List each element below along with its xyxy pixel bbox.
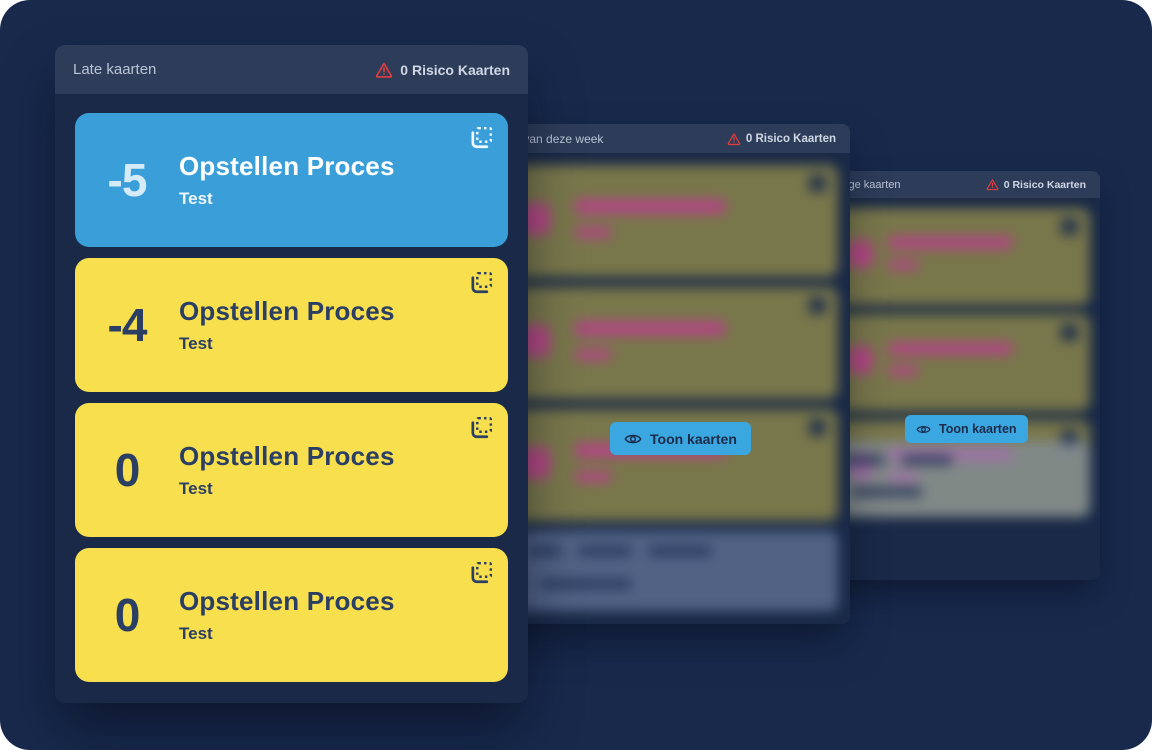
blurred-footer (476, 531, 838, 611)
dashed-selection-icon (1061, 218, 1078, 235)
dashed-selection-icon[interactable] (467, 559, 495, 587)
show-cards-button[interactable]: Toon kaarten (610, 422, 751, 455)
panel-late-cards: Late kaarten 0 Risico Kaarten (55, 45, 528, 703)
dashed-selection-icon (809, 175, 826, 192)
card-number: 0 (114, 444, 141, 496)
card-subtitle: Test (179, 189, 213, 208)
risk-count-label: 0 Risico Kaarten (745, 132, 836, 145)
eye-icon (624, 430, 642, 448)
card-text: Opstellen Proces Test (179, 441, 395, 499)
dashed-selection-icon[interactable] (467, 124, 495, 152)
risk-count-label: 0 Risico Kaarten (1003, 178, 1086, 191)
card-number: -4 (107, 299, 148, 351)
card-title: Opstellen Proces (179, 441, 395, 471)
panel-body: Toon kaarten (464, 153, 850, 624)
card-subtitle: Test (179, 334, 213, 353)
show-cards-label: Toon kaarten (939, 422, 1017, 436)
blurred-card (476, 165, 838, 277)
card-subtitle: Test (179, 624, 213, 643)
risk-count-label: 0 Risico Kaarten (400, 61, 510, 78)
card-title: Opstellen Proces (179, 151, 395, 181)
blurred-content (464, 153, 850, 623)
kanban-card[interactable]: 0 Opstellen Proces Test (75, 403, 508, 537)
kanban-card[interactable]: -5 Opstellen Proces Test (75, 113, 508, 247)
risk-badge: 0 Risico Kaarten (986, 178, 1086, 191)
dashed-selection-icon (1061, 324, 1078, 341)
card-title: Opstellen Proces (179, 586, 395, 616)
risk-badge: 0 Risico Kaarten (727, 132, 836, 146)
warning-triangle-icon (375, 61, 393, 79)
panel-title: Late kaarten (73, 61, 157, 78)
eye-icon (916, 422, 931, 437)
show-cards-button[interactable]: Toon kaarten (905, 415, 1028, 443)
panel-header: Late kaarten 0 Risico Kaarten (55, 45, 528, 94)
card-number: 0 (114, 589, 141, 641)
warning-triangle-icon (986, 178, 999, 191)
risk-badge: 0 Risico Kaarten (375, 61, 510, 79)
card-text: Opstellen Proces Test (179, 586, 395, 644)
card-subtitle: Test (179, 479, 213, 498)
dashed-selection-icon[interactable] (467, 414, 495, 442)
blurred-card (476, 287, 838, 399)
panel-this-week-cards: Kaarten van deze week 0 Risico Kaarten (464, 124, 850, 624)
card-number: -5 (107, 154, 148, 206)
kanban-card[interactable]: 0 Opstellen Proces Test (75, 548, 508, 682)
card-text: Opstellen Proces Test (179, 151, 395, 209)
card-list: -5 Opstellen Proces Test -4 Opstellen Pr… (55, 94, 528, 701)
kanban-card[interactable]: -4 Opstellen Proces Test (75, 258, 508, 392)
dashed-selection-icon[interactable] (467, 269, 495, 297)
card-text: Opstellen Proces Test (179, 296, 395, 354)
dashed-selection-icon (809, 297, 826, 314)
card-title: Opstellen Proces (179, 296, 395, 326)
show-cards-label: Toon kaarten (650, 430, 737, 447)
dashed-selection-icon (809, 419, 826, 436)
warning-triangle-icon (727, 132, 741, 146)
